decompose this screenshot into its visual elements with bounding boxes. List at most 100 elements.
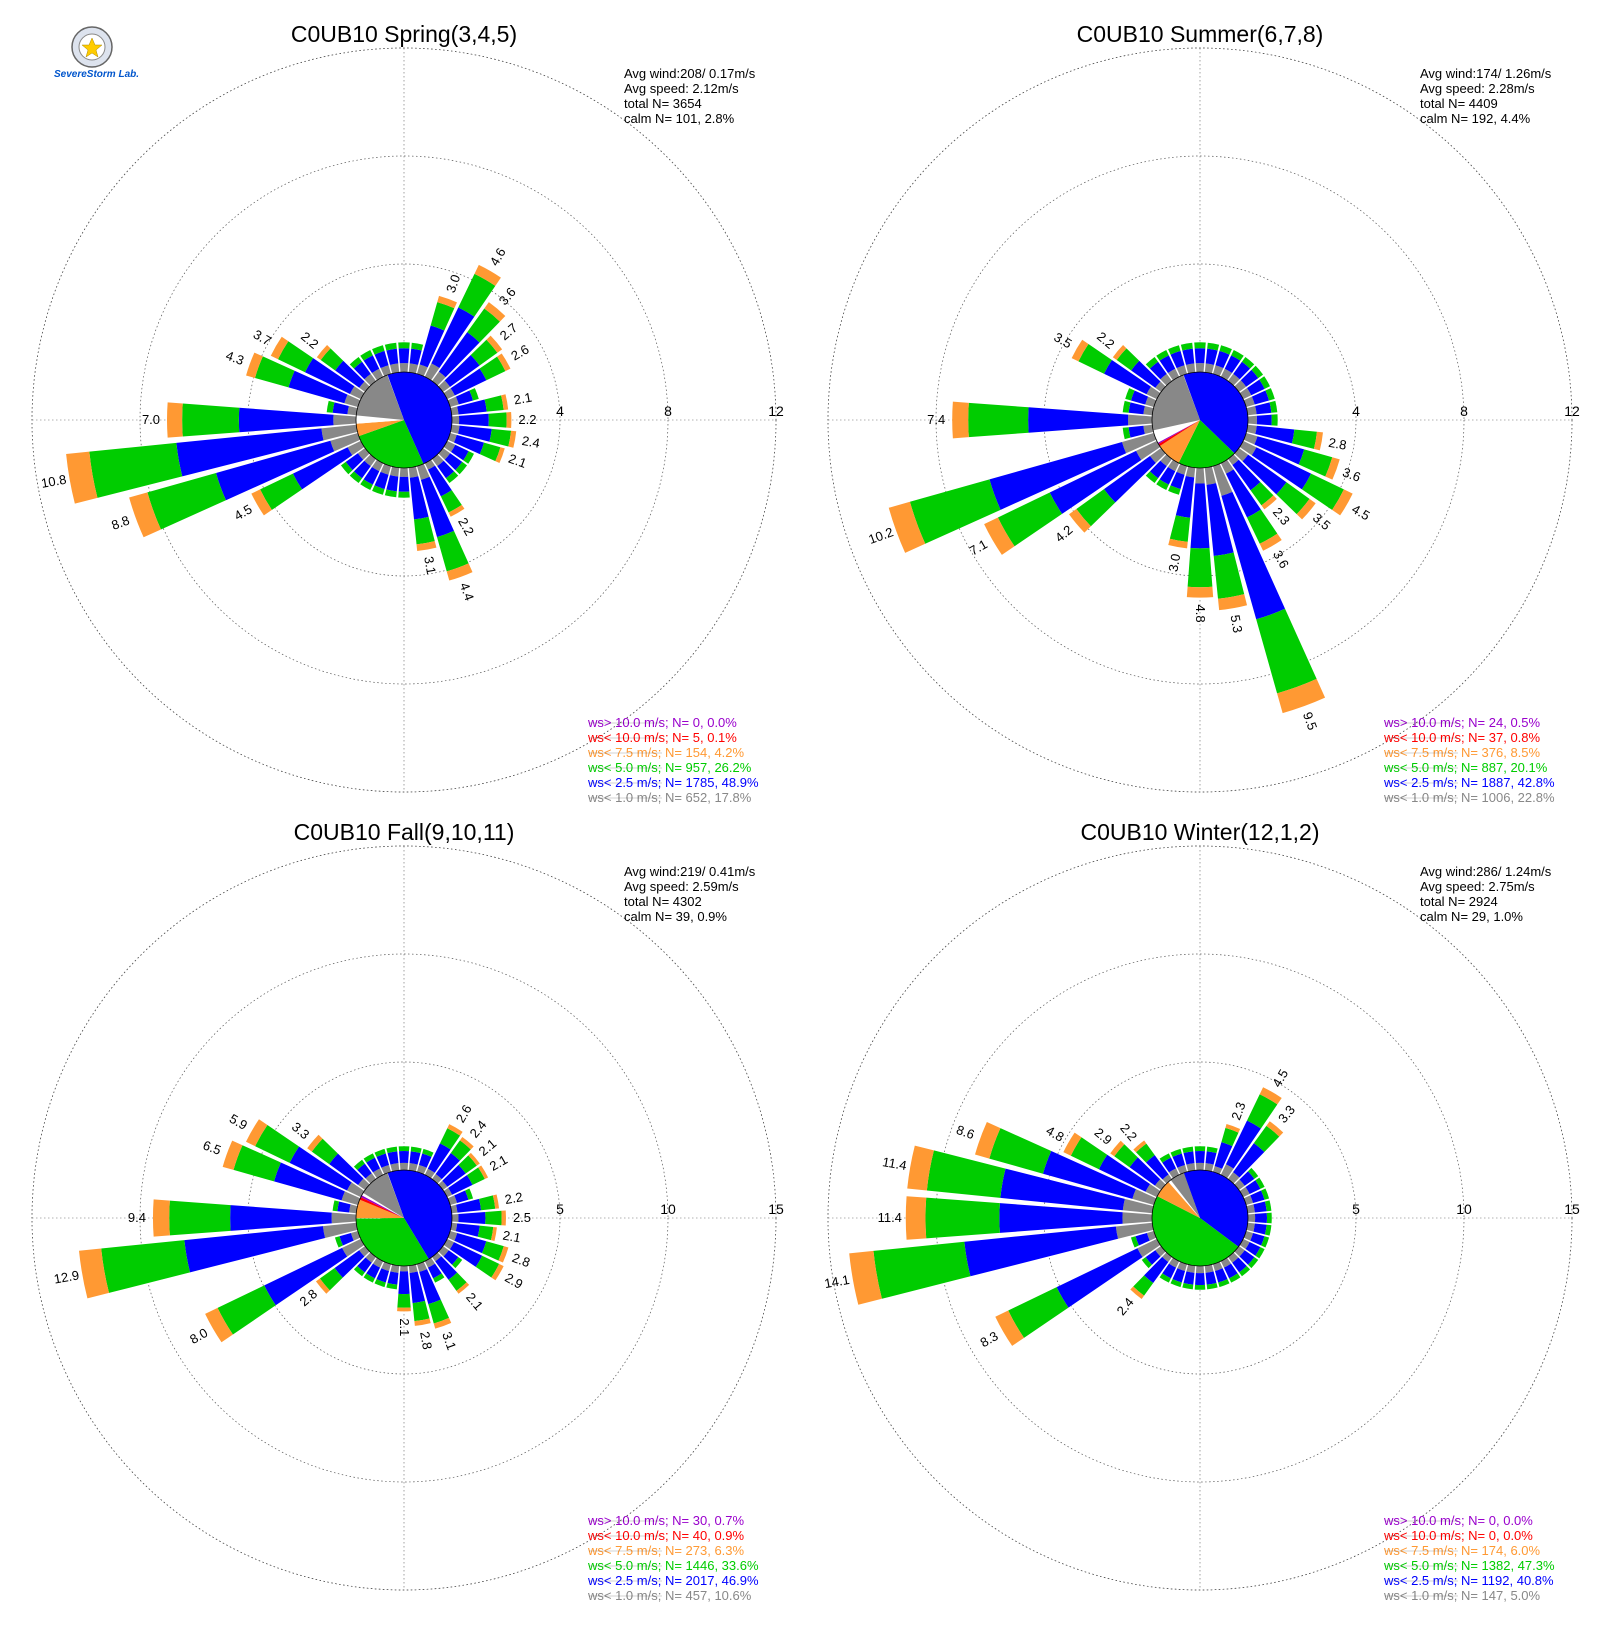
bar-label: 11.4 (881, 1154, 908, 1173)
bar-segment-lt5 (397, 1293, 411, 1308)
minor-bar-segment (357, 1257, 372, 1273)
minor-bar-segment (443, 440, 456, 453)
minor-bar-segment (1177, 1261, 1187, 1272)
pie-slice-lt5 (1152, 1196, 1239, 1266)
bar-label: 10.8 (40, 472, 68, 491)
bar-segment-lt1 (1195, 467, 1205, 484)
bar-segment-lt5 (319, 1267, 343, 1291)
bar-segment-lt7_5 (456, 1282, 470, 1294)
bar-label: 7.0 (142, 412, 160, 427)
minor-bar-segment (444, 453, 463, 471)
minor-bar-segment (1194, 1146, 1206, 1152)
minor-bar-segment (1215, 350, 1230, 369)
minor-bar-segment (363, 355, 380, 373)
minor-bar-segment (363, 1153, 375, 1163)
bar-segment-lt2_5 (409, 476, 429, 520)
minor-bar-segment (1195, 1272, 1205, 1286)
bar-segment-lt1 (451, 1213, 459, 1223)
minor-bar-segment (390, 1264, 400, 1273)
bar-label: 8.8 (109, 513, 131, 533)
bar-segment-lt5 (448, 1272, 467, 1291)
bar-segment-lt2_5 (334, 1250, 365, 1278)
bar-segment-lt2_5 (456, 1198, 482, 1213)
bar-label: 5.9 (227, 1111, 250, 1133)
minor-bar-segment (455, 461, 468, 475)
bar-label: 2.8 (1327, 435, 1347, 453)
bar-label: 3.6 (1270, 548, 1292, 571)
legend-entry: ws> 10.0 m/s; N= 30, 0.7% (587, 1513, 745, 1528)
bar-segment-lt5 (1114, 1144, 1138, 1168)
minor-bar-segment (1195, 1265, 1205, 1274)
bar-label: 2.2 (1094, 329, 1117, 352)
minor-bar-segment (1264, 1224, 1272, 1236)
minor-bar-segment (1159, 355, 1176, 373)
bar-segment-lt5 (1213, 552, 1245, 599)
minor-bar-segment (350, 1231, 361, 1241)
ring-label: 5 (556, 1201, 564, 1217)
minor-bar-segment (443, 1250, 459, 1265)
minor-bar-segment (1194, 1284, 1206, 1290)
bar-label: 2.9 (502, 1270, 525, 1292)
bar-segment-lt5 (255, 1124, 300, 1163)
bar-segment-lt2_5 (419, 325, 445, 368)
stat-calm: calm N= 101, 2.8% (624, 111, 735, 126)
minor-bar-segment (1170, 350, 1185, 369)
bar-segment-lt7_5 (491, 1263, 504, 1281)
bar-segment-lt2_5 (304, 358, 355, 394)
minor-bar-segment (1185, 363, 1196, 374)
bar-segment-lt1 (321, 424, 358, 441)
minor-bar-segment (1255, 1177, 1265, 1189)
bar-segment-lt7_5 (447, 1124, 463, 1136)
bar-segment-lt1 (1137, 1238, 1161, 1258)
bar-segment-lt5 (1169, 515, 1191, 542)
bar-segment-lt1 (342, 1238, 365, 1257)
bar-segment-lt2_5 (444, 354, 480, 387)
bar-segment-lt1 (1150, 448, 1166, 463)
minor-bar-segment (451, 1257, 463, 1269)
bar-segment-lt2_5 (1000, 1168, 1125, 1211)
pie-slice-lt2_5 (387, 1170, 452, 1260)
ring-label: 4 (1352, 403, 1360, 419)
minor-bar-segment (1145, 396, 1157, 407)
minor-bar-segment (1229, 1273, 1241, 1283)
minor-bar-segment (1220, 368, 1233, 381)
minor-bar-segment (386, 348, 399, 365)
bar-label: 3.0 (1165, 553, 1183, 573)
stat-calm: calm N= 192, 4.4% (1420, 111, 1531, 126)
bar-segment-lt5 (968, 402, 1029, 438)
bar-segment-lt1 (322, 1222, 358, 1239)
bar-segment-lt1 (1185, 466, 1196, 478)
bar-label: 2.2 (518, 412, 536, 427)
bar-label: 8.6 (954, 1122, 976, 1142)
minor-bar-segment (364, 454, 376, 467)
bar-segment-lt1 (424, 363, 440, 381)
minor-bar-segment (1145, 1250, 1161, 1265)
ring-label: 8 (664, 403, 672, 419)
ring-label: 15 (768, 1201, 784, 1217)
minor-bar-segment (1206, 1146, 1218, 1154)
bar-segment-lt2_5 (288, 370, 348, 404)
bar-segment-lt5 (997, 492, 1063, 547)
minor-bar-segment (1143, 405, 1154, 416)
bar-segment-lt7_5 (1313, 431, 1323, 451)
bar-segment-lt5 (989, 1128, 1052, 1174)
bar-segment-lt7_5 (1266, 1121, 1284, 1137)
bar-label: 3.1 (421, 555, 439, 575)
minor-bar-segment (1232, 1257, 1247, 1273)
minor-bar-segment (1172, 1153, 1186, 1168)
pie-slice-calm (1153, 420, 1200, 443)
bar-segment-lt7_5 (167, 402, 183, 438)
minor-bar-segment (353, 1265, 365, 1277)
bar-label: 2.1 (463, 1290, 486, 1313)
bar-segment-lt5 (430, 302, 455, 331)
bar-segment-lt2_5 (264, 1247, 348, 1306)
bar-segment-lt5 (477, 1225, 494, 1241)
bar-segment-lt7_5 (152, 1199, 170, 1237)
bar-segment-lt7_5 (1325, 457, 1340, 480)
minor-bar-segment (1246, 405, 1257, 416)
minor-bar-segment (1145, 471, 1159, 484)
minor-bar-segment (455, 390, 474, 405)
pie-slice-lt7_5 (356, 420, 404, 437)
minor-bar-segment (1261, 1188, 1270, 1200)
bar-segment-lt2_5 (1145, 1155, 1169, 1180)
